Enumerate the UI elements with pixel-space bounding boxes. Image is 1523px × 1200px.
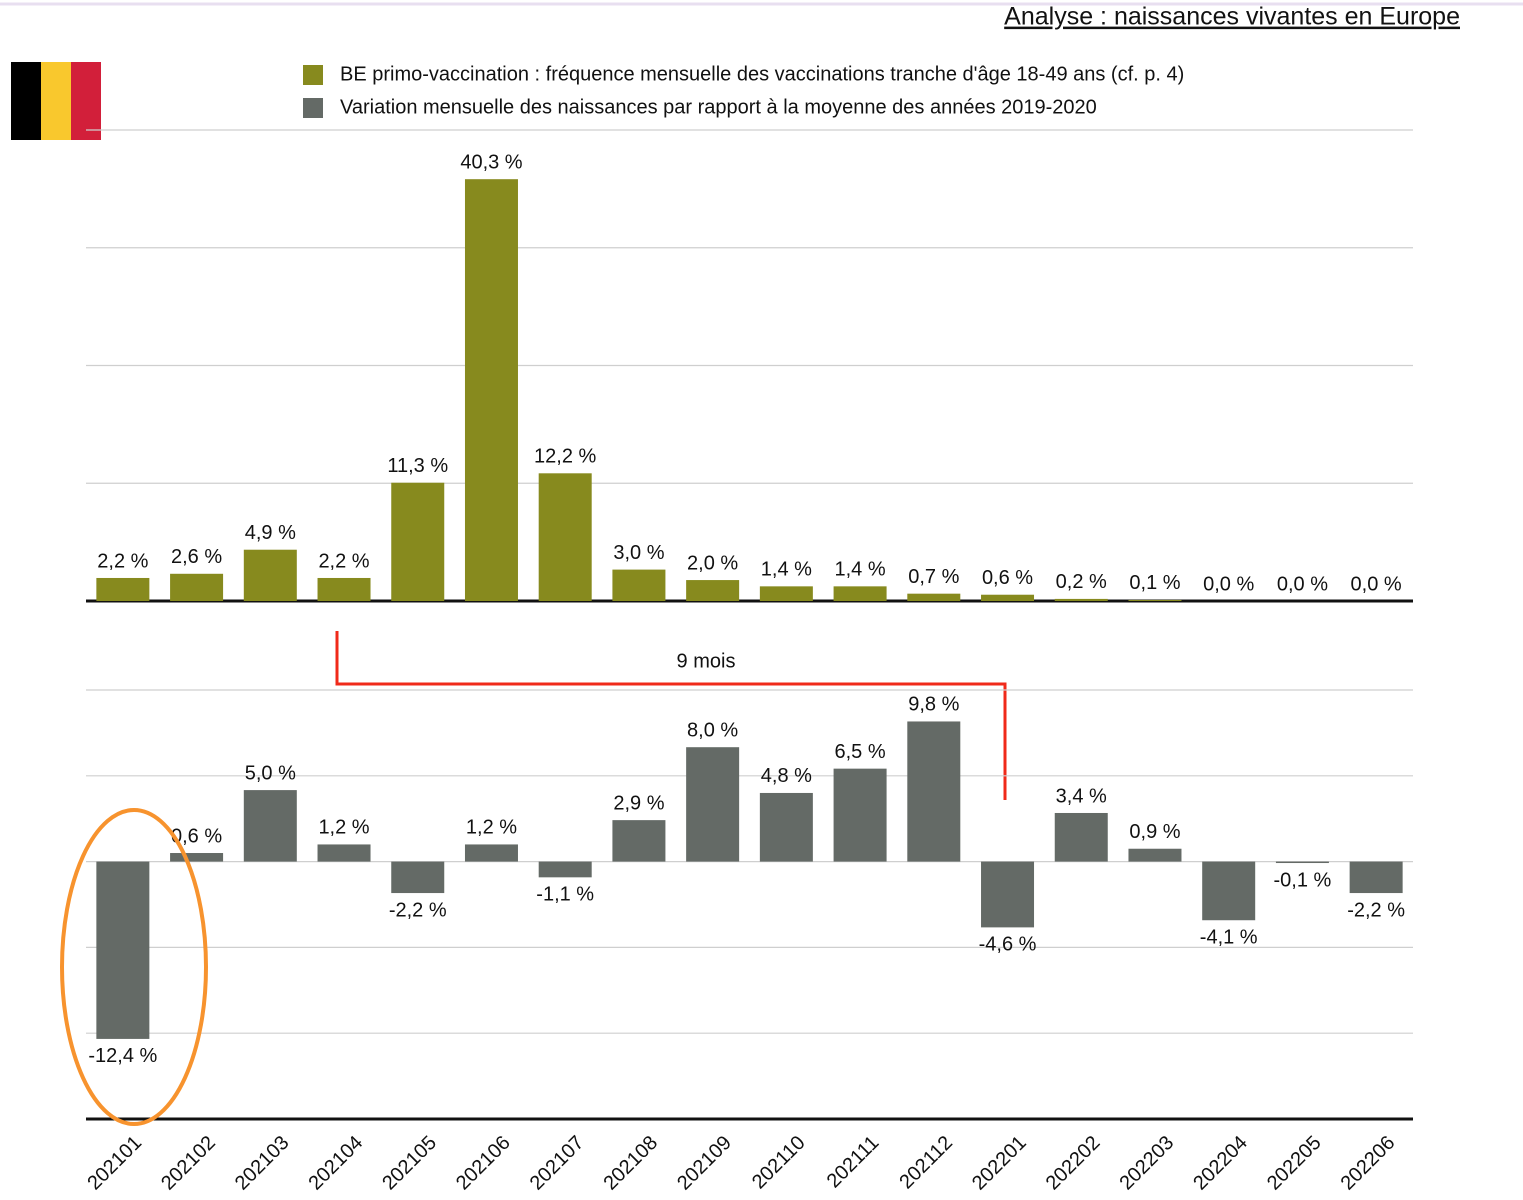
x-tick-label: 202111 [823,1132,884,1193]
x-tick-label: 202205 [1263,1132,1326,1195]
data-label: 40,3 % [460,151,522,173]
legend-label: BE primo-vaccination : fréquence mensuel… [340,63,1184,85]
data-label: 2,0 % [687,552,738,574]
data-label: 3,0 % [613,542,664,564]
bar [1202,861,1256,921]
x-tick-label: 202105 [378,1132,441,1195]
data-label: -1,1 % [536,884,594,906]
data-label: 4,8 % [761,765,812,787]
legend-label: Variation mensuelle des naissances par r… [340,96,1097,118]
data-label: 0,6 % [982,567,1033,589]
data-label: 1,4 % [835,559,886,581]
x-tick-label: 202203 [1115,1132,1178,1195]
bar [170,853,224,862]
data-label: 1,2 % [466,817,517,839]
bar [538,861,592,878]
bar [686,747,740,862]
data-label: -2,2 % [1347,899,1405,921]
x-tick-label: 202107 [526,1132,589,1195]
bar [317,577,371,601]
x-tick-label: 202206 [1337,1132,1400,1195]
bar [1275,861,1329,864]
bar [538,473,592,601]
data-label: -12,4 % [88,1045,157,1067]
flag [11,62,101,140]
bar [391,861,445,894]
data-label: 9,8 % [908,694,959,716]
bar [907,721,961,862]
data-label: 2,2 % [318,550,369,572]
x-tick-label: 202108 [599,1132,662,1195]
bar [981,594,1035,601]
data-label: 0,1 % [1129,572,1180,594]
bar [1128,599,1182,601]
data-label: 5,0 % [245,762,296,784]
bar [612,569,666,601]
bar [833,586,887,601]
data-label: 1,2 % [318,817,369,839]
highlight-circle [60,808,208,1126]
data-label: -4,6 % [979,934,1037,956]
data-label: 0,7 % [908,566,959,588]
x-tick-label: 202101 [83,1132,146,1195]
data-label: -0,1 % [1274,869,1332,891]
bar [833,768,887,862]
bar [464,179,518,601]
bar [170,573,224,601]
x-tick-label: 202202 [1042,1132,1105,1195]
bar [612,820,666,862]
bar [1054,812,1108,862]
data-label: 8,0 % [687,719,738,741]
data-label: 2,9 % [613,792,664,814]
bar [464,844,518,862]
bar [391,482,445,601]
data-label: 0,6 % [171,825,222,847]
bar [1349,861,1403,894]
data-label: -2,2 % [389,899,447,921]
data-label: 0,9 % [1129,821,1180,843]
data-label: 6,5 % [835,741,886,763]
data-label: 2,2 % [97,550,148,572]
bar [1128,848,1182,862]
data-label: 0,0 % [1351,573,1402,595]
x-tick-label: 202109 [673,1132,736,1195]
bar [981,861,1035,928]
legend-swatch [303,98,323,118]
data-label: 4,9 % [245,522,296,544]
data-label: 11,3 % [387,455,448,477]
bar [317,844,371,862]
x-tick-label: 202110 [748,1132,810,1194]
x-tick-label: 202104 [305,1132,368,1195]
data-label: 2,6 % [171,546,222,568]
bar [759,586,813,601]
data-label: 0,0 % [1277,573,1328,595]
bar [96,577,150,601]
annotation: 9 mois [677,650,736,672]
x-tick-label: 202106 [452,1132,515,1195]
x-tick-label: 202102 [157,1132,220,1195]
page-title: Analyse : naissances vivantes en Europe [1004,3,1460,31]
bar [243,790,297,862]
bar [1054,598,1108,601]
data-label: -4,1 % [1200,927,1258,949]
bar [686,580,740,601]
x-tick-label: 202204 [1189,1132,1252,1195]
bar [96,861,150,1039]
data-label: 3,4 % [1056,785,1107,807]
bar [243,549,297,601]
x-tick-label: 202103 [231,1132,294,1195]
bar [759,792,813,862]
lag-bracket [335,631,1007,800]
data-label: 0,0 % [1203,573,1254,595]
data-label: 0,2 % [1056,571,1107,593]
x-tick-label: 202201 [968,1132,1031,1195]
legend-swatch [303,65,323,85]
data-label: 12,2 % [534,446,596,468]
data-label: 1,4 % [761,559,812,581]
bar [907,593,961,601]
x-tick-label: 202112 [895,1132,957,1194]
